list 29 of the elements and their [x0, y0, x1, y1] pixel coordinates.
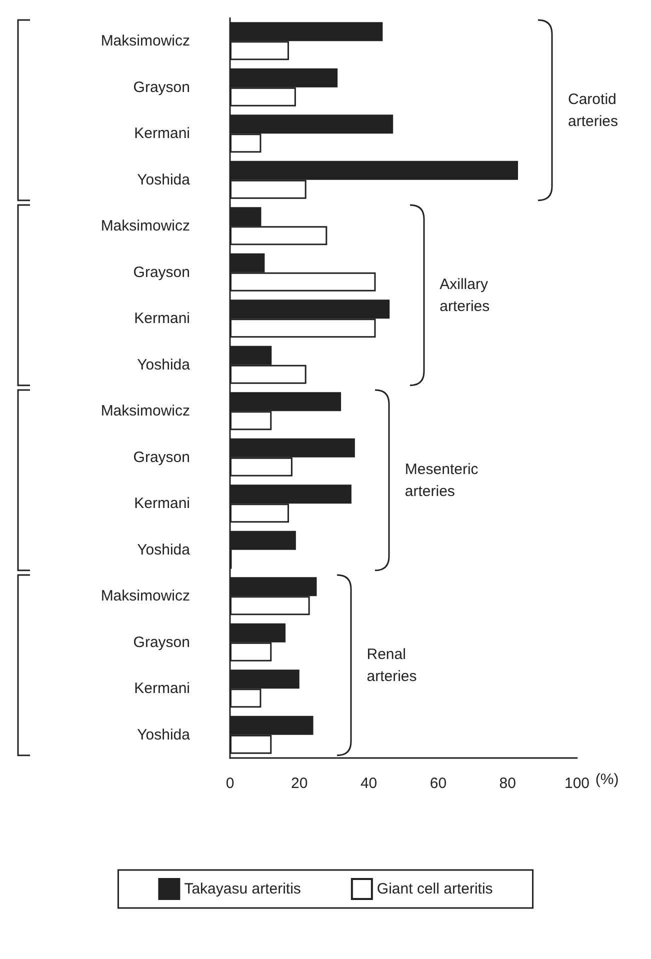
annotation: Carotid arteries	[568, 91, 621, 130]
y-tick-label: Maksimowicz	[100, 32, 190, 50]
y-tick-label: Kermani	[134, 310, 190, 328]
y-tick-label: Kermani	[134, 125, 190, 142]
y-tick-label: Maksimowicz	[100, 402, 190, 420]
x-axis-title: (%)	[595, 771, 619, 788]
y-tick-label: Maksimowicz	[100, 588, 190, 605]
annotation: Renal arteries	[366, 646, 417, 685]
x-tick-label: 40	[360, 775, 378, 792]
x-tick-label: 80	[499, 775, 516, 792]
y-tick-label: Yoshida	[137, 171, 191, 188]
y-tick-label: Grayson	[133, 264, 190, 281]
x-tick-label: 60	[430, 775, 447, 792]
annotation: Mesenteric arteries	[404, 461, 482, 500]
y-tick-label: Grayson	[133, 78, 190, 96]
annotation: Axillary arteries	[440, 276, 492, 315]
x-tick-label: 100	[564, 775, 590, 792]
y-tick-label: Maksimowicz	[100, 218, 190, 235]
legend-label: Takayasu arteritis	[184, 880, 301, 898]
y-tick-label: Yoshida	[137, 726, 191, 744]
x-tick-label: 0	[226, 775, 234, 792]
y-tick-label: Kermani	[134, 680, 190, 698]
y-tick-label: Grayson	[133, 448, 190, 466]
y-tick-label: Yoshida	[137, 356, 191, 374]
y-tick-label: Yoshida	[137, 541, 191, 558]
y-tick-label: Grayson	[133, 634, 190, 651]
legend-label: Giant cell arteritis	[376, 880, 493, 898]
y-tick-label: Kermani	[134, 495, 190, 512]
x-tick-label: 20	[291, 775, 308, 792]
